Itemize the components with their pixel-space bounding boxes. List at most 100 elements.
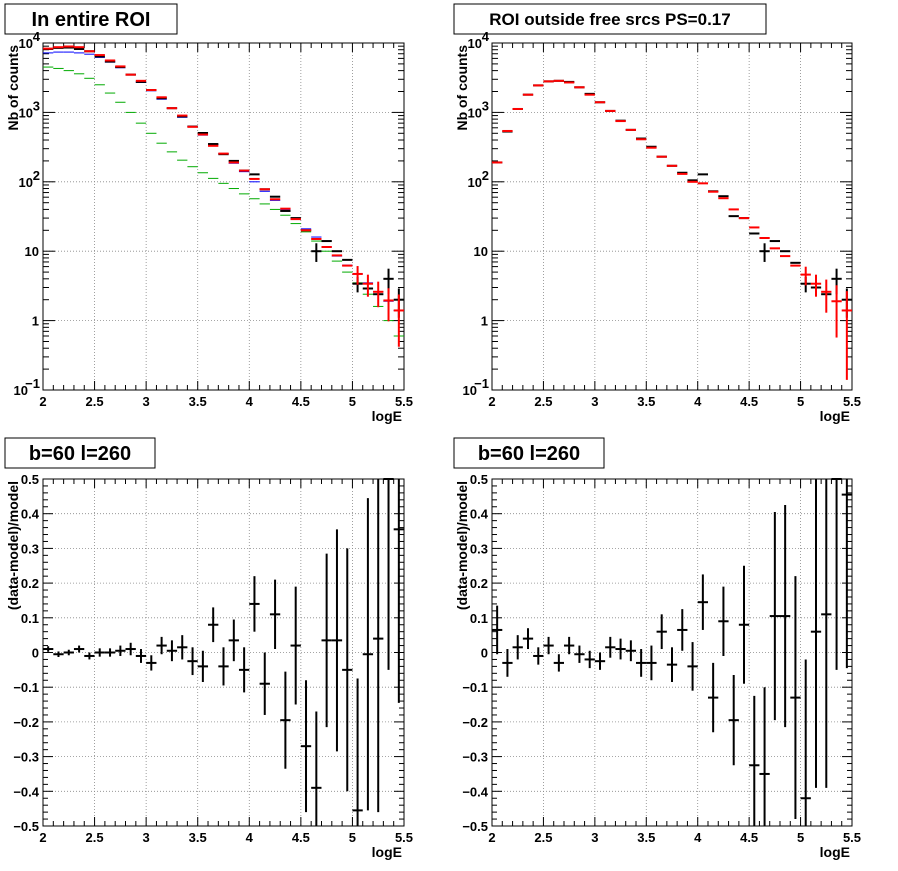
x-tick-label: 2.5	[86, 394, 104, 409]
x-tick-label: 3	[143, 394, 150, 409]
y-tick-label: 0.3	[470, 541, 488, 556]
y-tick-label: 0.3	[21, 541, 39, 556]
x-axis-label: logE	[820, 408, 850, 424]
x-tick-label: 2	[488, 830, 495, 845]
series-0	[43, 478, 404, 826]
y-tick-label: −0.5	[462, 819, 488, 834]
x-tick-label: 3.5	[189, 830, 207, 845]
x-tick-label: 4.5	[292, 830, 310, 845]
y-tick-label: 0.5	[470, 472, 488, 487]
x-tick-label: 2.5	[534, 394, 552, 409]
series-0	[492, 79, 852, 318]
x-tick-label: 5	[349, 394, 356, 409]
y-tick-exponent: 4	[482, 29, 490, 44]
x-tick-label: 4.5	[740, 830, 758, 845]
x-tick-label: 5.5	[843, 394, 861, 409]
y-axis-label: Nb of counts	[454, 45, 470, 131]
y-tick-label: 10	[468, 105, 482, 120]
x-tick-label: 5	[797, 394, 804, 409]
y-axis-label: (data-model)/model	[454, 481, 470, 610]
y-tick-label: −0.1	[13, 680, 39, 695]
y-tick-exponent: 3	[33, 98, 40, 113]
chart-title-box	[453, 3, 767, 35]
chart-title: b=60 l=260	[29, 443, 131, 465]
chart-title-box	[4, 3, 178, 35]
x-tick-label: 3	[143, 830, 150, 845]
y-tick-label: 0.2	[470, 576, 488, 591]
y-tick-label: −0.3	[462, 750, 488, 765]
x-tick-label: 2	[488, 394, 495, 409]
chart-title: ROI outside free srcs PS=0.17	[489, 10, 730, 29]
y-tick-label: −0.2	[13, 715, 39, 730]
y-tick-label: 0.1	[470, 611, 488, 626]
series-3	[43, 45, 404, 347]
y-tick-label: 10	[463, 383, 477, 398]
y-tick-label: −0.4	[13, 784, 39, 799]
x-tick-label: 5	[349, 830, 356, 845]
x-axis-label: logE	[820, 844, 850, 860]
x-tick-label: 2	[39, 394, 46, 409]
y-tick-label: 0.5	[21, 472, 39, 487]
y-tick-label: −0.3	[13, 750, 39, 765]
y-tick-label: −0.2	[462, 715, 488, 730]
y-tick-label: 0	[481, 646, 488, 661]
chart-title-box	[453, 437, 605, 469]
x-axis-label: logE	[372, 844, 402, 860]
x-tick-label: 4	[694, 830, 702, 845]
chart-title: In entire ROI	[32, 9, 151, 31]
x-tick-label: 4.5	[292, 394, 310, 409]
x-tick-label: 2.5	[86, 830, 104, 845]
x-tick-label: 3.5	[189, 394, 207, 409]
x-tick-label: 2	[39, 830, 46, 845]
y-tick-label: 0.4	[21, 507, 40, 522]
y-tick-label: 0	[32, 646, 39, 661]
y-tick-label: 0.1	[21, 611, 39, 626]
y-tick-label: 10	[19, 105, 33, 120]
x-tick-label: 3	[591, 830, 598, 845]
y-tick-label: −0.5	[13, 819, 39, 834]
x-axis-label: logE	[372, 408, 402, 424]
y-tick-label: 1	[32, 314, 39, 329]
y-tick-label: 10	[19, 36, 33, 51]
y-tick-label: −0.4	[462, 784, 488, 799]
x-tick-label: 3.5	[637, 830, 655, 845]
series-0	[492, 478, 852, 826]
y-tick-label: 0.2	[21, 576, 39, 591]
y-tick-label: 10	[14, 383, 28, 398]
x-tick-label: 3.5	[637, 394, 655, 409]
y-tick-label: 10	[474, 244, 488, 259]
chart-panel-p2: ROI outside free srcs PS=0.17 2 2.5 3 3.5 4 4.…	[453, 3, 861, 424]
y-tick-label: 10	[19, 175, 33, 190]
x-tick-label: 5.5	[395, 830, 413, 845]
series-1	[43, 66, 404, 337]
plot-frame	[42, 42, 405, 391]
y-tick-label: 1	[481, 314, 488, 329]
x-tick-label: 5.5	[395, 394, 413, 409]
series-2	[43, 46, 404, 318]
x-tick-label: 4	[246, 830, 254, 845]
y-tick-label: 10	[468, 36, 482, 51]
y-tick-exponent: 4	[33, 29, 41, 44]
chart-title: b=60 l=260	[478, 443, 580, 465]
y-tick-exponent: −1	[474, 376, 489, 391]
series-1	[492, 79, 852, 380]
x-tick-label: 4.5	[740, 394, 758, 409]
x-tick-label: 4	[694, 394, 702, 409]
y-tick-exponent: −1	[25, 376, 40, 391]
chart-title-box	[4, 437, 156, 469]
y-tick-label: 0.4	[470, 507, 489, 522]
y-tick-exponent: 3	[482, 98, 489, 113]
x-tick-label: 5	[797, 830, 804, 845]
y-axis-label: (data-model)/model	[5, 481, 21, 610]
x-tick-label: 3	[591, 394, 598, 409]
y-tick-exponent: 2	[33, 168, 40, 183]
y-axis-label: Nb of counts	[5, 45, 21, 131]
y-tick-label: 10	[468, 175, 482, 190]
x-tick-label: 5.5	[843, 830, 861, 845]
x-tick-label: 4	[246, 394, 254, 409]
x-tick-label: 2.5	[534, 830, 552, 845]
